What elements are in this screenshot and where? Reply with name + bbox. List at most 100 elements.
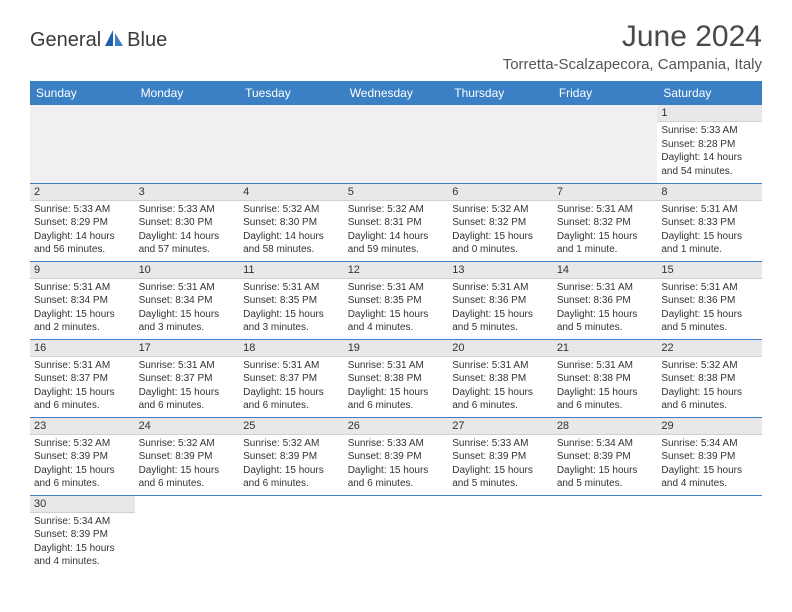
calendar-week: 30Sunrise: 5:34 AMSunset: 8:39 PMDayligh… — [30, 495, 762, 573]
daylight-line: Daylight: 14 hours and 56 minutes. — [34, 230, 131, 257]
day-number: 17 — [135, 340, 240, 357]
day-content: Sunrise: 5:33 AMSunset: 8:39 PMDaylight:… — [448, 435, 553, 495]
day-content: Sunrise: 5:32 AMSunset: 8:32 PMDaylight:… — [448, 201, 553, 261]
day-number: 6 — [448, 184, 553, 201]
calendar-cell — [344, 105, 449, 183]
daylight-line: Daylight: 15 hours and 5 minutes. — [452, 464, 549, 491]
sunset-line: Sunset: 8:34 PM — [34, 294, 131, 308]
daylight-line: Daylight: 15 hours and 6 minutes. — [557, 386, 654, 413]
daylight-line: Daylight: 15 hours and 5 minutes. — [557, 308, 654, 335]
sunrise-line: Sunrise: 5:31 AM — [452, 281, 549, 295]
calendar-cell: 20Sunrise: 5:31 AMSunset: 8:38 PMDayligh… — [448, 339, 553, 417]
day-header: Wednesday — [344, 81, 449, 105]
day-number: 11 — [239, 262, 344, 279]
logo-text-blue: Blue — [127, 29, 167, 52]
calendar-cell: 29Sunrise: 5:34 AMSunset: 8:39 PMDayligh… — [657, 417, 762, 495]
sunrise-line: Sunrise: 5:31 AM — [348, 359, 445, 373]
day-content: Sunrise: 5:33 AMSunset: 8:39 PMDaylight:… — [344, 435, 449, 495]
sunrise-line: Sunrise: 5:32 AM — [243, 437, 340, 451]
sunrise-line: Sunrise: 5:31 AM — [661, 281, 758, 295]
sunrise-line: Sunrise: 5:32 AM — [139, 437, 236, 451]
calendar-week: 2Sunrise: 5:33 AMSunset: 8:29 PMDaylight… — [30, 183, 762, 261]
day-number: 14 — [553, 262, 658, 279]
day-content: Sunrise: 5:31 AMSunset: 8:37 PMDaylight:… — [239, 357, 344, 417]
sunrise-line: Sunrise: 5:32 AM — [34, 437, 131, 451]
sunrise-line: Sunrise: 5:31 AM — [348, 281, 445, 295]
sunrise-line: Sunrise: 5:31 AM — [661, 203, 758, 217]
daylight-line: Daylight: 15 hours and 6 minutes. — [243, 464, 340, 491]
calendar-cell — [448, 105, 553, 183]
sunrise-line: Sunrise: 5:33 AM — [661, 124, 758, 138]
sunrise-line: Sunrise: 5:32 AM — [243, 203, 340, 217]
sunset-line: Sunset: 8:38 PM — [348, 372, 445, 386]
sunset-line: Sunset: 8:28 PM — [661, 138, 758, 152]
sunset-line: Sunset: 8:32 PM — [557, 216, 654, 230]
day-content: Sunrise: 5:31 AMSunset: 8:35 PMDaylight:… — [239, 279, 344, 339]
calendar-cell: 24Sunrise: 5:32 AMSunset: 8:39 PMDayligh… — [135, 417, 240, 495]
day-header: Sunday — [30, 81, 135, 105]
day-content: Sunrise: 5:31 AMSunset: 8:34 PMDaylight:… — [135, 279, 240, 339]
day-number: 9 — [30, 262, 135, 279]
sunset-line: Sunset: 8:31 PM — [348, 216, 445, 230]
sunrise-line: Sunrise: 5:34 AM — [557, 437, 654, 451]
calendar-cell — [135, 495, 240, 573]
day-content: Sunrise: 5:34 AMSunset: 8:39 PMDaylight:… — [657, 435, 762, 495]
daylight-line: Daylight: 15 hours and 4 minutes. — [661, 464, 758, 491]
day-content: Sunrise: 5:33 AMSunset: 8:29 PMDaylight:… — [30, 201, 135, 261]
day-number: 12 — [344, 262, 449, 279]
sunrise-line: Sunrise: 5:33 AM — [34, 203, 131, 217]
calendar-cell: 16Sunrise: 5:31 AMSunset: 8:37 PMDayligh… — [30, 339, 135, 417]
calendar-cell: 5Sunrise: 5:32 AMSunset: 8:31 PMDaylight… — [344, 183, 449, 261]
daylight-line: Daylight: 15 hours and 0 minutes. — [452, 230, 549, 257]
calendar-cell: 3Sunrise: 5:33 AMSunset: 8:30 PMDaylight… — [135, 183, 240, 261]
day-number: 28 — [553, 418, 658, 435]
calendar-cell — [135, 105, 240, 183]
day-content: Sunrise: 5:31 AMSunset: 8:37 PMDaylight:… — [30, 357, 135, 417]
day-number: 10 — [135, 262, 240, 279]
daylight-line: Daylight: 15 hours and 3 minutes. — [139, 308, 236, 335]
sunset-line: Sunset: 8:33 PM — [661, 216, 758, 230]
sunset-line: Sunset: 8:30 PM — [139, 216, 236, 230]
day-content: Sunrise: 5:34 AMSunset: 8:39 PMDaylight:… — [30, 513, 135, 573]
sunrise-line: Sunrise: 5:31 AM — [557, 203, 654, 217]
calendar-cell: 30Sunrise: 5:34 AMSunset: 8:39 PMDayligh… — [30, 495, 135, 573]
calendar-cell: 15Sunrise: 5:31 AMSunset: 8:36 PMDayligh… — [657, 261, 762, 339]
day-number: 21 — [553, 340, 658, 357]
sunrise-line: Sunrise: 5:31 AM — [139, 281, 236, 295]
day-content: Sunrise: 5:31 AMSunset: 8:32 PMDaylight:… — [553, 201, 658, 261]
calendar-cell — [657, 495, 762, 573]
calendar-week: 9Sunrise: 5:31 AMSunset: 8:34 PMDaylight… — [30, 261, 762, 339]
calendar-cell — [239, 495, 344, 573]
daylight-line: Daylight: 15 hours and 6 minutes. — [139, 386, 236, 413]
day-header: Tuesday — [239, 81, 344, 105]
calendar-cell: 2Sunrise: 5:33 AMSunset: 8:29 PMDaylight… — [30, 183, 135, 261]
day-header-row: Sunday Monday Tuesday Wednesday Thursday… — [30, 81, 762, 105]
day-number: 4 — [239, 184, 344, 201]
calendar-cell: 8Sunrise: 5:31 AMSunset: 8:33 PMDaylight… — [657, 183, 762, 261]
daylight-line: Daylight: 14 hours and 57 minutes. — [139, 230, 236, 257]
sunset-line: Sunset: 8:39 PM — [348, 450, 445, 464]
calendar-cell — [344, 495, 449, 573]
daylight-line: Daylight: 15 hours and 4 minutes. — [348, 308, 445, 335]
calendar-table: Sunday Monday Tuesday Wednesday Thursday… — [30, 81, 762, 573]
day-content: Sunrise: 5:31 AMSunset: 8:38 PMDaylight:… — [344, 357, 449, 417]
day-content: Sunrise: 5:34 AMSunset: 8:39 PMDaylight:… — [553, 435, 658, 495]
day-content: Sunrise: 5:32 AMSunset: 8:39 PMDaylight:… — [239, 435, 344, 495]
day-content: Sunrise: 5:32 AMSunset: 8:39 PMDaylight:… — [30, 435, 135, 495]
daylight-line: Daylight: 15 hours and 3 minutes. — [243, 308, 340, 335]
day-content: Sunrise: 5:32 AMSunset: 8:30 PMDaylight:… — [239, 201, 344, 261]
calendar-cell: 25Sunrise: 5:32 AMSunset: 8:39 PMDayligh… — [239, 417, 344, 495]
sunrise-line: Sunrise: 5:34 AM — [34, 515, 131, 529]
calendar-cell: 23Sunrise: 5:32 AMSunset: 8:39 PMDayligh… — [30, 417, 135, 495]
day-number: 1 — [657, 105, 762, 122]
sunset-line: Sunset: 8:32 PM — [452, 216, 549, 230]
calendar-cell: 7Sunrise: 5:31 AMSunset: 8:32 PMDaylight… — [553, 183, 658, 261]
calendar-cell: 14Sunrise: 5:31 AMSunset: 8:36 PMDayligh… — [553, 261, 658, 339]
calendar-cell — [553, 495, 658, 573]
daylight-line: Daylight: 15 hours and 6 minutes. — [661, 386, 758, 413]
sunrise-line: Sunrise: 5:31 AM — [139, 359, 236, 373]
day-number: 27 — [448, 418, 553, 435]
calendar-cell — [553, 105, 658, 183]
sunset-line: Sunset: 8:38 PM — [557, 372, 654, 386]
daylight-line: Daylight: 15 hours and 6 minutes. — [348, 386, 445, 413]
